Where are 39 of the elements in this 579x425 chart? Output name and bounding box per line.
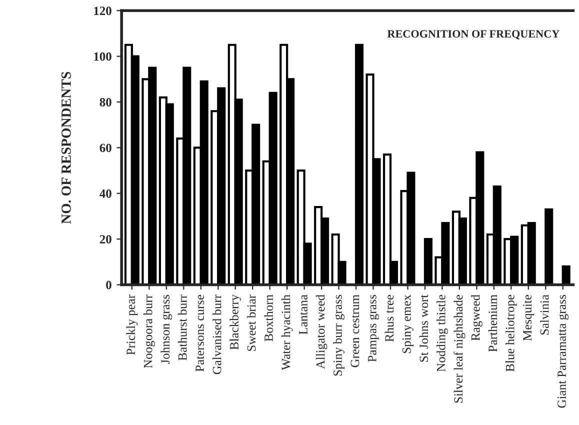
x-tick-label: Rhus tree: [384, 294, 394, 342]
x-tick-label: Sweet briar: [246, 294, 256, 351]
x-tick-label: Pampas grass: [368, 294, 379, 362]
bar: [424, 238, 432, 285]
y-tick-label: 100: [94, 52, 112, 61]
x-tick-label: Water hyacinth: [281, 294, 293, 370]
x-tick-label: Lantana: [299, 294, 308, 334]
x-tick-label: Blackberry: [230, 294, 242, 350]
x-tick-label: Salvinia: [540, 294, 549, 335]
x-tick-label: Prickly pear: [126, 294, 138, 355]
x-tick-label: Noogoora burr: [143, 294, 155, 368]
y-tick-label: 40: [100, 189, 112, 198]
x-tick-label: Parthenium: [488, 294, 498, 352]
x-tick-label: Bathurst burr: [178, 294, 187, 360]
x-tick-label: Spiny burr grass: [333, 294, 344, 376]
x-tick-label: Blue heliotrope: [505, 294, 517, 372]
x-tick-label: Green cestrum: [350, 294, 360, 368]
x-tick-label: Giant Parramatta grass: [558, 294, 569, 408]
x-tick-label: Nodding thistle: [436, 294, 448, 372]
x-tick-label: Spiny emex: [402, 294, 414, 354]
x-tick-label: Silver leaf nightshade: [454, 294, 466, 403]
bar: [544, 208, 554, 285]
x-tick-label: Galvanised burr: [212, 294, 222, 374]
x-tick-label: Patersons curse: [196, 294, 204, 372]
annotation: RECOGNITION OF FREQUENCY: [387, 30, 560, 40]
y-tick-label: 20: [100, 235, 112, 244]
y-tick-label: 80: [100, 98, 112, 106]
x-tick-label: Mesquite: [523, 294, 534, 341]
y-tick-label: 60: [100, 144, 112, 152]
x-tick-label: Boxthorn: [264, 294, 273, 342]
x-tick-label: St Johns wort: [419, 294, 428, 362]
bar: [354, 44, 364, 285]
x-tick-label: Alligator weed: [316, 294, 328, 369]
x-tick-label: Ragweed: [470, 294, 482, 341]
bar: [562, 265, 570, 285]
x-tick-label: Johnson grass: [160, 294, 172, 364]
y-tick-label: 120: [94, 6, 112, 16]
y-axis-title: NO. OF RESPONDENTS: [62, 72, 71, 224]
y-tick-label: 0: [106, 280, 112, 290]
